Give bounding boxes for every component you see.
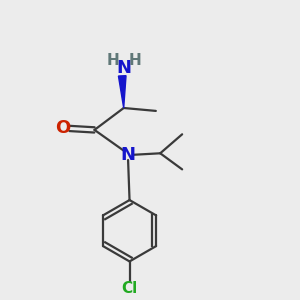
Text: H: H	[106, 53, 119, 68]
Text: H: H	[128, 53, 141, 68]
Text: N: N	[116, 59, 131, 77]
Polygon shape	[118, 76, 126, 108]
Text: N: N	[121, 146, 136, 164]
Text: O: O	[56, 119, 71, 137]
Text: Cl: Cl	[122, 281, 138, 296]
